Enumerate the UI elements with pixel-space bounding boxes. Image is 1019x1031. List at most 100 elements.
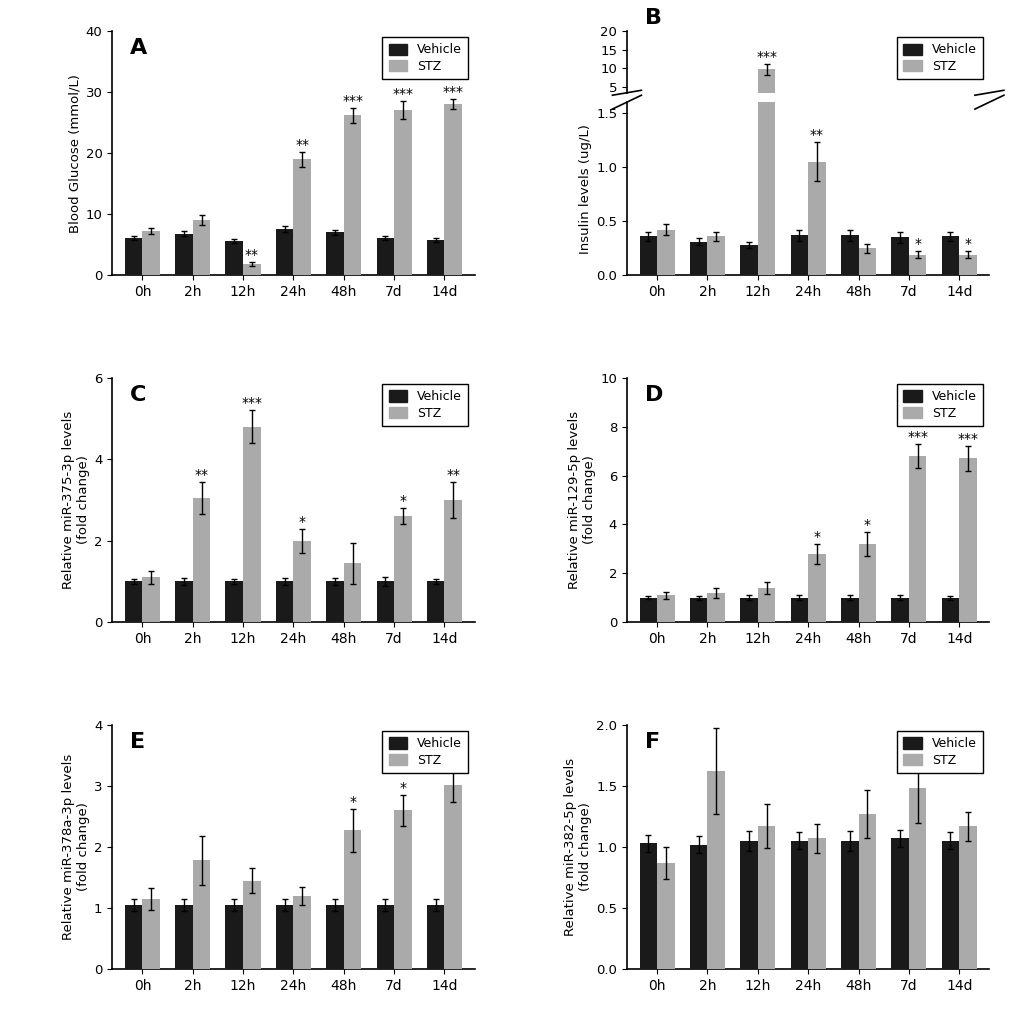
Text: *: * — [863, 518, 870, 532]
Bar — [757, 826, 774, 969]
Bar — [656, 595, 675, 622]
Text: A: A — [130, 38, 148, 59]
Bar — [639, 104, 656, 106]
Bar — [293, 896, 311, 969]
Bar — [908, 456, 925, 622]
Text: ***: *** — [906, 430, 927, 443]
Bar — [225, 581, 243, 622]
Bar — [426, 905, 444, 969]
Bar — [807, 162, 825, 275]
Bar — [689, 844, 707, 969]
Bar — [689, 241, 707, 275]
Bar — [740, 245, 757, 275]
Text: C: C — [130, 386, 147, 405]
Bar — [143, 231, 160, 275]
Bar — [175, 581, 193, 622]
Bar — [124, 905, 143, 969]
Bar — [656, 863, 675, 969]
Bar — [193, 498, 210, 622]
Bar — [807, 554, 825, 622]
Bar — [326, 581, 343, 622]
Text: *: * — [299, 514, 306, 529]
Text: B: B — [644, 8, 661, 28]
Bar — [858, 248, 875, 275]
Bar — [941, 236, 958, 275]
Bar — [243, 880, 261, 969]
Bar — [175, 234, 193, 275]
Bar — [376, 581, 393, 622]
Legend: Vehicle, STZ: Vehicle, STZ — [382, 37, 468, 79]
Text: ***: *** — [341, 94, 363, 108]
Y-axis label: Relative miR-375-3p levels
(fold change): Relative miR-375-3p levels (fold change) — [62, 411, 90, 589]
Bar — [393, 110, 412, 275]
Bar — [958, 255, 976, 275]
Bar — [941, 841, 958, 969]
Bar — [807, 838, 825, 969]
Bar — [840, 598, 858, 622]
Bar — [293, 540, 311, 622]
Legend: Vehicle, STZ: Vehicle, STZ — [896, 385, 982, 427]
Bar — [757, 0, 774, 275]
Text: **: ** — [446, 754, 460, 767]
Text: **: ** — [809, 128, 823, 142]
Bar — [393, 810, 412, 969]
Bar — [376, 905, 393, 969]
Bar — [790, 104, 807, 106]
Text: F: F — [644, 732, 659, 753]
Bar — [790, 235, 807, 275]
Text: D: D — [644, 386, 662, 405]
Text: *: * — [399, 781, 406, 795]
Legend: Vehicle, STZ: Vehicle, STZ — [896, 731, 982, 773]
Text: ***: *** — [755, 49, 776, 64]
Bar — [707, 593, 725, 622]
Bar — [840, 104, 858, 106]
Bar — [891, 598, 908, 622]
Bar — [941, 598, 958, 622]
Bar — [908, 789, 925, 969]
Bar — [143, 577, 160, 622]
Text: **: ** — [245, 248, 259, 263]
Text: *: * — [964, 237, 970, 252]
Bar — [343, 115, 361, 275]
Bar — [689, 105, 707, 106]
Bar — [958, 459, 976, 622]
Bar — [376, 238, 393, 275]
Bar — [790, 841, 807, 969]
Bar — [343, 831, 361, 969]
Bar — [790, 598, 807, 622]
Bar — [275, 581, 293, 622]
Y-axis label: Insulin levels (ug/L): Insulin levels (ug/L) — [579, 124, 591, 254]
Legend: Vehicle, STZ: Vehicle, STZ — [896, 37, 982, 79]
Bar — [326, 233, 343, 275]
Bar — [426, 581, 444, 622]
Bar — [225, 905, 243, 969]
Text: **: ** — [195, 468, 208, 481]
Bar — [656, 104, 675, 106]
Bar — [858, 544, 875, 622]
Bar — [639, 598, 656, 622]
Text: **: ** — [446, 468, 460, 481]
Bar — [293, 159, 311, 275]
Bar — [193, 221, 210, 275]
Text: *: * — [348, 795, 356, 809]
Text: ***: *** — [242, 397, 262, 410]
Bar — [840, 841, 858, 969]
Y-axis label: Relative miR-129-5p levels
(fold change): Relative miR-129-5p levels (fold change) — [568, 411, 595, 589]
Text: E: E — [130, 732, 146, 753]
Legend: Vehicle, STZ: Vehicle, STZ — [382, 385, 468, 427]
Bar — [243, 264, 261, 275]
Bar — [639, 236, 656, 275]
Text: ***: *** — [957, 432, 977, 446]
Bar — [891, 237, 908, 275]
Text: *: * — [913, 237, 920, 252]
Bar — [175, 905, 193, 969]
Bar — [891, 838, 908, 969]
Bar — [858, 814, 875, 969]
Bar — [807, 102, 825, 106]
Bar — [243, 427, 261, 622]
Bar — [958, 826, 976, 969]
Bar — [740, 105, 757, 106]
Bar — [840, 235, 858, 275]
Bar — [707, 236, 725, 275]
Y-axis label: Relative miR-378a-3p levels
(fold change): Relative miR-378a-3p levels (fold change… — [62, 754, 90, 940]
